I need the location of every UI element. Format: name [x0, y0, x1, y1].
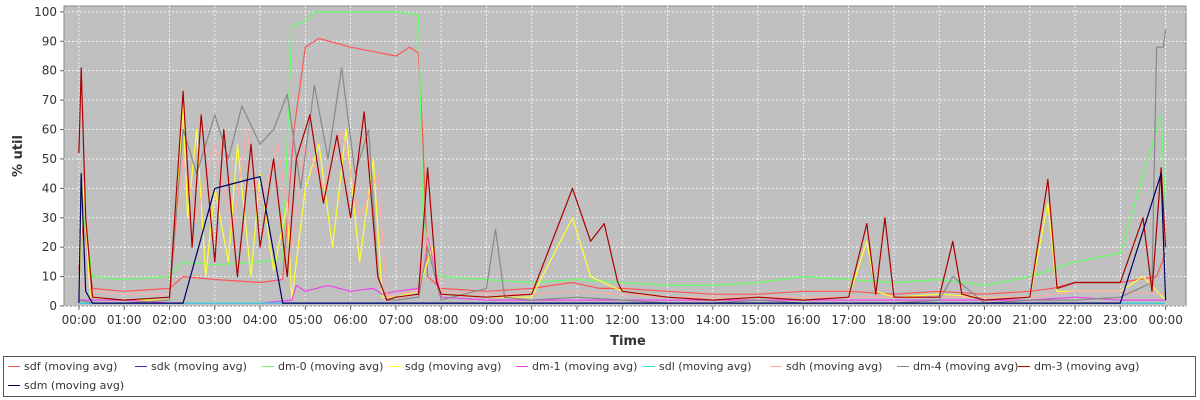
legend-item: dm-0 (moving avg)	[262, 360, 383, 373]
x-tick-label: 19:00	[922, 313, 957, 327]
chart: 0 10 20 30 40 50 60 70 80 90 100 00:00 01:00 02:00 03…	[11, 5, 1187, 349]
legend: sdf (moving avg) sdk (moving avg) dm-0 (mo…	[3, 356, 1196, 397]
x-tick-label: 17:00	[831, 313, 866, 327]
legend-swatch	[1018, 366, 1030, 367]
x-tick-label: 22:00	[1058, 313, 1093, 327]
y-tick-label: 30	[42, 211, 57, 225]
legend-label: sdk (moving avg)	[151, 360, 247, 373]
x-tick-label: 12:00	[605, 313, 640, 327]
legend-swatch	[516, 366, 528, 367]
x-tick-label: 23:00	[1103, 313, 1138, 327]
x-axis-label: Time	[610, 334, 646, 349]
legend-label: dm-1 (moving avg)	[532, 360, 638, 373]
legend-label: sdf (moving avg)	[24, 360, 118, 373]
series-line-dm-4	[78, 29, 1167, 304]
series-line-sdf	[78, 37, 1167, 295]
series-lines	[78, 11, 1167, 304]
legend-item: sdh (moving avg)	[770, 360, 882, 373]
legend-label: sdg (moving avg)	[405, 360, 502, 373]
y-tick-label: 0	[49, 299, 57, 313]
x-tick-label: 14:00	[696, 313, 731, 327]
legend-swatch	[897, 366, 909, 367]
legend-label: sdh (moving avg)	[786, 360, 883, 373]
x-axis: 00:00 01:00 02:00 03:00 04:00 05:00 06:00 07:00…	[62, 306, 1183, 327]
legend-item: sdl (moving avg)	[643, 360, 752, 373]
x-tick-label: 09:00	[469, 313, 504, 327]
y-tick-label: 40	[42, 181, 57, 195]
legend-item: dm-4 (moving avg)	[897, 360, 1018, 373]
x-tick-label: 08:00	[424, 313, 459, 327]
legend-swatch	[135, 366, 147, 367]
legend-swatch	[643, 366, 655, 367]
x-tick-label: 13:00	[650, 313, 685, 327]
series-line-dm-3	[78, 67, 1167, 301]
x-tick-label: 21:00	[1012, 313, 1047, 327]
legend-label: dm-3 (moving avg)	[1034, 360, 1140, 373]
y-tick-label: 50	[42, 152, 57, 166]
y-axis: 0 10 20 30 40 50 60 70 80 90 100	[34, 5, 64, 313]
legend-swatch	[770, 366, 782, 367]
x-tick-label: 18:00	[877, 313, 912, 327]
x-tick-label: 10:00	[514, 313, 549, 327]
series-line-dm-0	[78, 11, 1167, 286]
legend-swatch	[262, 366, 274, 367]
series-line-sdm	[78, 173, 1167, 304]
legend-swatch	[8, 385, 20, 386]
x-tick-label: 01:00	[107, 313, 142, 327]
x-tick-label: 00:00	[62, 313, 97, 327]
y-tick-label: 10	[42, 270, 57, 284]
legend-item: sdm (moving avg)	[8, 379, 124, 392]
y-tick-label: 60	[42, 123, 57, 137]
y-tick-label: 70	[42, 93, 57, 107]
legend-label: sdm (moving avg)	[24, 379, 125, 392]
legend-label: sdl (moving avg)	[659, 360, 752, 373]
series-line-sdh	[78, 128, 1166, 298]
x-tick-label: 20:00	[967, 313, 1002, 327]
legend-swatch	[389, 366, 401, 367]
legend-item: sdk (moving avg)	[135, 360, 247, 373]
legend-swatch	[8, 366, 20, 367]
x-tick-label: 15:00	[741, 313, 776, 327]
y-tick-label: 80	[42, 64, 57, 78]
y-tick-label: 20	[42, 240, 57, 254]
grid-lines	[64, 6, 1186, 307]
y-tick-label: 90	[42, 34, 57, 48]
x-tick-label: 00:00	[1148, 313, 1183, 327]
legend-item: dm-3 (moving avg)	[1018, 360, 1139, 373]
x-tick-label: 11:00	[560, 313, 595, 327]
plot-area	[63, 5, 1187, 307]
x-tick-label: 03:00	[197, 313, 232, 327]
y-tick-label: 100	[34, 5, 57, 19]
x-tick-label: 16:00	[786, 313, 821, 327]
series-line-sdg	[78, 105, 1167, 301]
legend-item: sdf (moving avg)	[8, 360, 117, 373]
legend-label: dm-4 (moving avg)	[913, 360, 1019, 373]
x-tick-label: 04:00	[243, 313, 278, 327]
legend-item: sdg (moving avg)	[389, 360, 501, 373]
legend-item: dm-1 (moving avg)	[516, 360, 637, 373]
x-tick-label: 05:00	[288, 313, 323, 327]
y-axis-label: % util	[11, 135, 26, 177]
x-tick-label: 06:00	[333, 313, 368, 327]
x-tick-label: 07:00	[379, 313, 414, 327]
legend-label: dm-0 (moving avg)	[278, 360, 384, 373]
x-tick-label: 02:00	[152, 313, 187, 327]
